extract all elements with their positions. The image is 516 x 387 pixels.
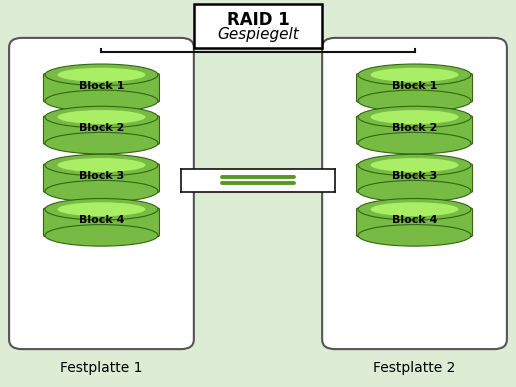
FancyBboxPatch shape xyxy=(357,74,473,102)
Text: Block 2: Block 2 xyxy=(392,123,437,133)
FancyBboxPatch shape xyxy=(43,74,159,102)
Text: Block 1: Block 1 xyxy=(392,81,437,91)
Text: Block 2: Block 2 xyxy=(79,123,124,133)
Text: Festplatte 1: Festplatte 1 xyxy=(60,361,143,375)
FancyBboxPatch shape xyxy=(43,208,159,236)
Ellipse shape xyxy=(57,202,146,216)
Ellipse shape xyxy=(45,154,158,176)
Ellipse shape xyxy=(45,106,158,128)
FancyBboxPatch shape xyxy=(43,116,159,144)
Bar xyxy=(181,168,335,192)
FancyBboxPatch shape xyxy=(357,164,473,192)
FancyBboxPatch shape xyxy=(194,4,322,48)
Ellipse shape xyxy=(358,106,471,128)
FancyBboxPatch shape xyxy=(357,208,473,236)
Ellipse shape xyxy=(358,132,471,154)
Text: RAID 1: RAID 1 xyxy=(227,11,289,29)
Text: Block 3: Block 3 xyxy=(392,171,437,181)
Ellipse shape xyxy=(358,224,471,246)
Text: Block 1: Block 1 xyxy=(79,81,124,91)
Ellipse shape xyxy=(57,110,146,124)
Ellipse shape xyxy=(370,110,459,124)
Ellipse shape xyxy=(45,64,158,86)
Ellipse shape xyxy=(45,199,158,220)
Ellipse shape xyxy=(57,158,146,172)
Ellipse shape xyxy=(358,90,471,112)
Ellipse shape xyxy=(358,154,471,176)
Text: Gespiegelt: Gespiegelt xyxy=(217,27,299,42)
Ellipse shape xyxy=(370,158,459,172)
Ellipse shape xyxy=(45,132,158,154)
Text: Block 3: Block 3 xyxy=(79,171,124,181)
Text: Block 4: Block 4 xyxy=(79,215,124,225)
Ellipse shape xyxy=(370,68,459,82)
FancyBboxPatch shape xyxy=(322,38,507,349)
Ellipse shape xyxy=(358,64,471,86)
Ellipse shape xyxy=(358,180,471,202)
Ellipse shape xyxy=(45,90,158,112)
FancyBboxPatch shape xyxy=(9,38,194,349)
Text: Block 4: Block 4 xyxy=(392,215,437,225)
Ellipse shape xyxy=(358,199,471,220)
Text: Festplatte 2: Festplatte 2 xyxy=(374,361,456,375)
Ellipse shape xyxy=(45,224,158,246)
Ellipse shape xyxy=(370,202,459,216)
FancyBboxPatch shape xyxy=(43,164,159,192)
Ellipse shape xyxy=(45,180,158,202)
Ellipse shape xyxy=(57,68,146,82)
FancyBboxPatch shape xyxy=(357,116,473,144)
